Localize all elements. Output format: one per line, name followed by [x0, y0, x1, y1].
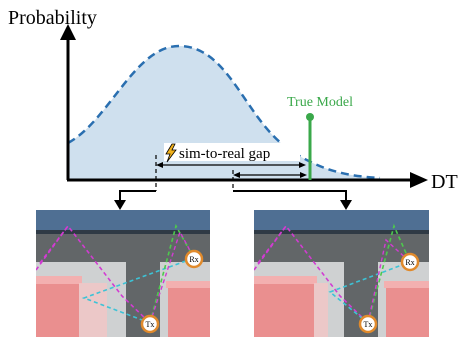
building-side: [79, 283, 107, 337]
ray-cyan: [328, 261, 411, 324]
true-model-label: True Model: [287, 95, 353, 110]
gap-arrow-upper-right-head: [299, 162, 306, 168]
ray-magenta-3: [367, 238, 411, 324]
receiver-label: Rx: [189, 255, 198, 264]
true-model-dot: [306, 113, 314, 121]
ray-cyan: [81, 257, 195, 324]
lightning-bolt-icon: [165, 143, 177, 163]
receiver-marker: Rx: [184, 249, 204, 269]
ceiling-panel: [36, 210, 210, 230]
building-top: [36, 276, 82, 284]
ray-green: [367, 223, 411, 324]
building-block: [254, 283, 314, 337]
building-top: [254, 276, 317, 284]
gap-arrow-upper-left-head: [156, 162, 163, 168]
gap-label-background: [164, 143, 300, 161]
receiver-label: Rx: [405, 258, 414, 267]
x-axis-arrow: [410, 172, 428, 188]
transmitter-label: Tx: [146, 320, 155, 329]
ray-magenta-3: [149, 230, 195, 324]
transmitter-marker: Tx: [358, 314, 378, 334]
gap-arrow-lower-right-head: [300, 172, 307, 178]
gap-arrow-lower-left-head: [233, 172, 240, 178]
building-block: [36, 283, 79, 337]
transmitter-label: Tx: [364, 320, 373, 329]
ray-magenta-2: [254, 225, 287, 271]
probability-distribution-curve: [67, 44, 381, 180]
connector-right: [233, 190, 347, 203]
right-scene: Rx Tx: [254, 210, 429, 337]
connector-left: [119, 190, 156, 203]
ray-green: [149, 223, 195, 324]
x-axis-label: DT: [431, 171, 458, 193]
ray-magenta-2: [36, 225, 69, 271]
connector-right-head: [340, 200, 352, 210]
left-scene: Rx Tx: [36, 210, 210, 337]
y-axis-arrow: [60, 24, 76, 40]
y-axis-label: Probability: [8, 7, 97, 29]
connector-left-head: [114, 200, 126, 210]
building-block-right: [386, 287, 429, 337]
probability-distribution-area: [68, 45, 380, 179]
gap-label: sim-to-real gap: [179, 146, 270, 162]
receiver-marker: Rx: [400, 252, 420, 272]
building-block-right: [168, 287, 210, 337]
building-side: [314, 283, 328, 337]
transmitter-marker: Tx: [140, 314, 160, 334]
ceiling-panel: [254, 210, 429, 230]
